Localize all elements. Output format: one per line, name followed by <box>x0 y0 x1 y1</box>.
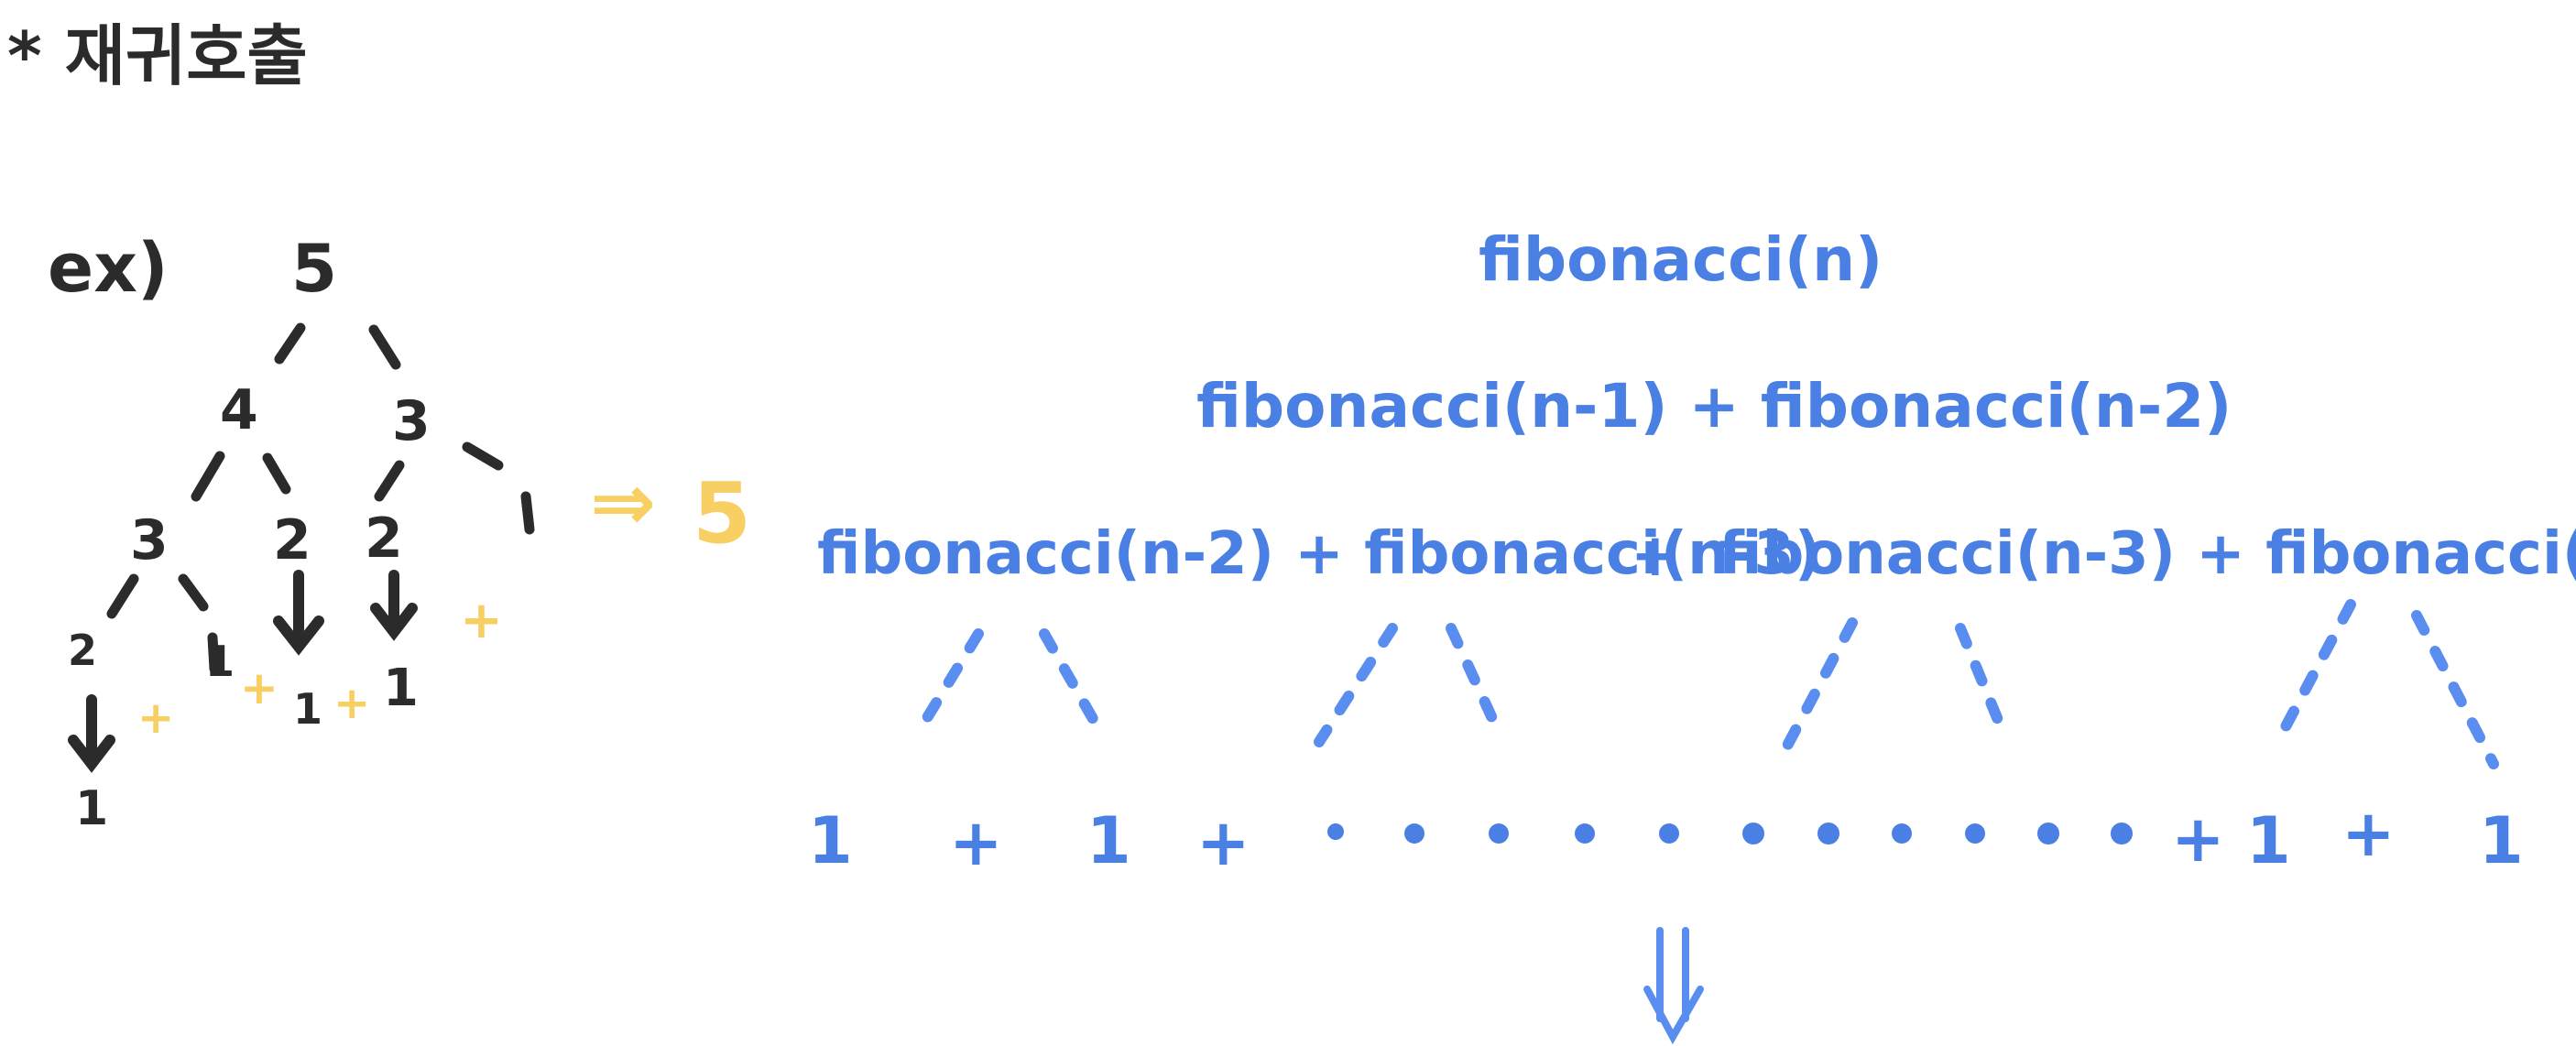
tree-node-l2-c: 2 <box>365 507 403 571</box>
fib-bottom-plus: + <box>1196 805 1250 880</box>
tree-leaf-one: 1 <box>205 637 235 686</box>
tree-node-l1-right: 3 <box>392 389 431 453</box>
fib-bottom-plus: + <box>2341 796 2396 871</box>
tree-edge <box>374 460 405 502</box>
tree-edge <box>191 451 225 502</box>
tree-node-root: 5 <box>291 230 337 307</box>
fib-level2-left: fibonacci(n-2) + fibonacci(n-3) <box>817 520 1821 588</box>
plus-sign: + <box>460 591 503 650</box>
tree-edge <box>462 441 504 471</box>
plus-sign: + <box>137 692 174 744</box>
fib-bottom-plus: + <box>2171 801 2225 877</box>
dashed-branch <box>912 599 2499 769</box>
down-arrow-icon <box>273 570 324 656</box>
tree-node-l1-left: 4 <box>220 378 258 442</box>
down-arrow-icon <box>370 570 418 641</box>
tree-node-l2-a: 3 <box>130 508 169 572</box>
tree-leaf-one: 1 <box>75 781 108 836</box>
fib-top: fibonacci(n) <box>1479 224 1883 295</box>
tree-edge <box>262 452 291 495</box>
tree-leaf-one: 1 <box>383 659 419 718</box>
fib-bottom-plus: + <box>949 805 1003 880</box>
tree-edge <box>207 632 220 674</box>
recursion-tree: 5 4 3 3 2 2 2 1 1 1 1 <box>68 230 535 836</box>
fib-bottom-one: 1 <box>2246 803 2291 878</box>
plus-sign: + <box>333 678 370 729</box>
fib-bottom-one: 1 <box>808 803 853 878</box>
tree-node-l2-b: 2 <box>273 508 311 572</box>
result-arrow-icon: ⇒ <box>590 457 656 549</box>
tree-edge <box>274 322 306 365</box>
tree-leaf-one: 1 <box>293 684 322 734</box>
fib-level1: fibonacci(n-1) + fibonacci(n-2) <box>1196 371 2232 441</box>
ellipsis-dots <box>1327 823 2133 844</box>
tree-edge <box>368 324 401 370</box>
fib-level2-right: fibonacci(n-3) + fibonacci(n-4) <box>1719 520 2576 588</box>
fib-bottom-one: 1 <box>2479 803 2524 878</box>
result-value: 5 <box>693 464 751 562</box>
page-title: * 재귀호출 <box>7 17 308 94</box>
tree-node-l3-a: 2 <box>68 626 97 675</box>
plus-sign: + <box>240 661 278 714</box>
tree-edge <box>106 573 139 619</box>
down-arrow-icon <box>68 694 115 773</box>
fibonacci-expansion: fibonacci(n) fibonacci(n-1) + fibonacci(… <box>808 224 2576 1045</box>
fib-level2-plus: + <box>1631 522 1680 590</box>
example-label: ex) <box>48 229 169 308</box>
double-down-arrow-icon <box>1643 927 1704 1045</box>
tree-edge <box>178 573 209 612</box>
tree-edge <box>520 491 535 535</box>
fib-bottom-one: 1 <box>1086 803 1131 878</box>
